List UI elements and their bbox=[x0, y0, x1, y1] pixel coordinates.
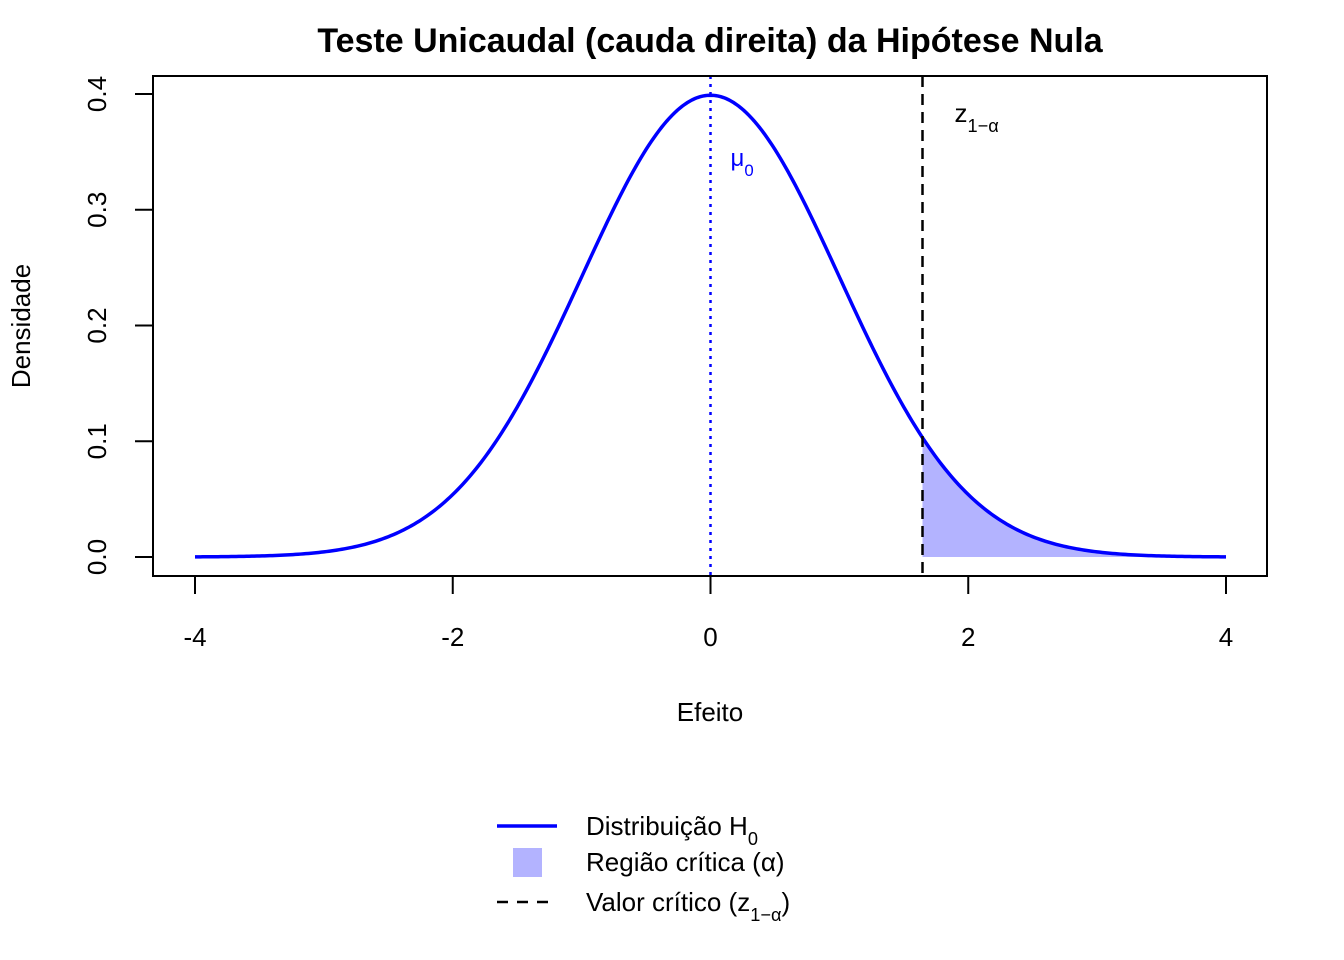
legend-entry-label: Distribuição H0 bbox=[586, 811, 758, 849]
critical-region bbox=[922, 437, 1226, 557]
x-tick-label: 0 bbox=[703, 622, 717, 652]
x-tick-label: 2 bbox=[961, 622, 975, 652]
y-tick-label: 0.1 bbox=[82, 423, 112, 459]
y-tick-label: 0.3 bbox=[82, 192, 112, 228]
x-axis-label: Efeito bbox=[677, 697, 744, 727]
x-tick-label: -2 bbox=[441, 622, 464, 652]
y-tick-label: 0.0 bbox=[82, 539, 112, 575]
y-tick-label: 0.2 bbox=[82, 307, 112, 343]
x-tick-label: 4 bbox=[1219, 622, 1233, 652]
chart-title: Teste Unicaudal (cauda direita) da Hipót… bbox=[317, 22, 1103, 60]
y-tick-label: 0.4 bbox=[82, 76, 112, 112]
density-curve bbox=[194, 93, 1227, 559]
y-axis-label: Densidade bbox=[6, 264, 36, 388]
legend-box-symbol bbox=[513, 848, 542, 877]
legend-entry-label: Região crítica (α) bbox=[586, 847, 785, 877]
mu0-annotation: μ0 bbox=[731, 145, 754, 180]
critical-value-annotation: z1−α bbox=[954, 98, 998, 136]
legend-entry-label: Valor crítico (z1−α) bbox=[586, 887, 790, 925]
x-tick-label: -4 bbox=[183, 622, 206, 652]
x-axis: -4 -2 0 2 4 bbox=[183, 575, 1233, 652]
y-axis: 0.0 0.1 0.2 0.3 0.4 bbox=[82, 76, 154, 575]
plot-area: μ0 z1−α bbox=[194, 76, 1227, 576]
